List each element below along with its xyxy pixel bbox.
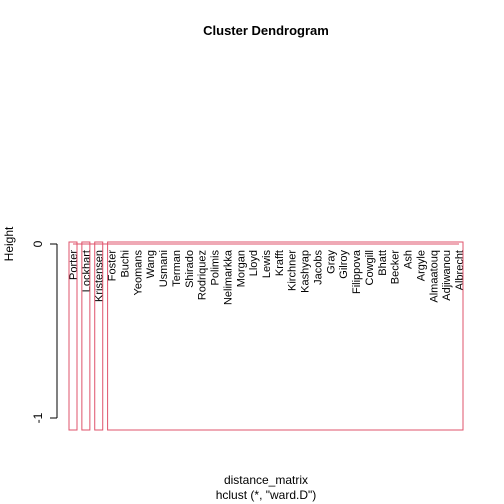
leaf-label: Shirado	[184, 250, 196, 288]
chart-title: Cluster Dendrogram	[203, 23, 329, 38]
leaf-label: Porter	[68, 250, 80, 280]
leaf-label: Wang	[145, 250, 157, 278]
leaf-label: Gray	[325, 250, 337, 274]
leaf-label: Buchi	[119, 250, 131, 278]
leaf-label: Polimis	[210, 250, 222, 286]
x-axis-label: distance_matrix	[224, 473, 308, 487]
leaf-label: Rodriquez	[197, 250, 209, 300]
leaf-label: Krafft	[274, 250, 286, 276]
leaf-label: Cowgill	[364, 250, 376, 285]
leaf-labels: Porter Lockhart Kristensen Foster Buchi Yeoma…	[68, 249, 466, 305]
cluster-rect	[68, 241, 78, 431]
leaf-label: Filippova	[351, 249, 363, 294]
leaf-label: Almaatouq	[428, 250, 440, 303]
leaf-label: Lloyd	[248, 250, 260, 276]
cluster-rect	[107, 241, 464, 431]
leaf-label: Terman	[171, 250, 183, 287]
cluster-rectangles	[68, 241, 464, 431]
leaf-label: Usmani	[158, 250, 170, 287]
leaf-label: Becker	[390, 250, 402, 285]
leaf-label: Argyle	[415, 250, 427, 281]
leaf-label: Kirchner	[287, 250, 299, 291]
leaf-label: Albrecht	[454, 250, 466, 290]
y-tick-label: -1	[31, 412, 45, 423]
leaf-label: Foster	[107, 250, 119, 282]
leaf-label: Jacobs	[312, 250, 324, 285]
leaf-label: Adjiwanou	[441, 250, 453, 301]
leaf-label: Bhatt	[377, 250, 389, 276]
leaf-label: Lewis	[261, 250, 273, 279]
y-axis: 0 -1	[31, 240, 58, 423]
leaf-label: Yeomans	[132, 250, 144, 296]
cluster-rect	[94, 241, 104, 431]
cluster-rect	[81, 241, 91, 431]
y-axis-label: Height	[2, 226, 16, 261]
leaf-label: Kristensen	[94, 250, 106, 302]
leaf-label: Nelimarkka	[222, 249, 234, 305]
chart-subtitle: hclust (*, "ward.D")	[216, 488, 317, 502]
y-tick-label: 0	[31, 240, 45, 247]
leaf-label: Ash	[403, 250, 415, 269]
leaf-label: Gilroy	[338, 250, 350, 279]
leaf-label: Lockhart	[81, 250, 93, 292]
leaf-label: Kashyap	[300, 250, 312, 293]
leaf-label: Morgan	[235, 250, 247, 287]
